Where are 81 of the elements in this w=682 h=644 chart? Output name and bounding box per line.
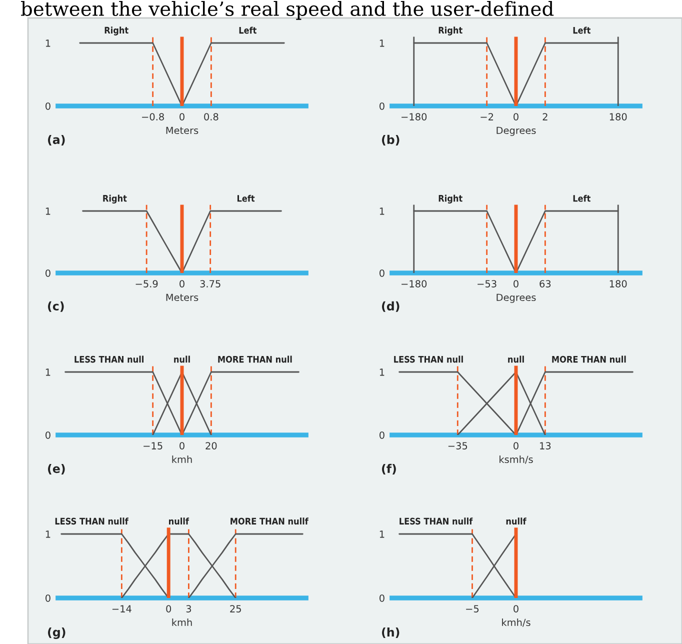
text: (e) (48, 464, 65, 474)
x-tick-label: 3.75 (200, 280, 220, 288)
x-tick-label: −53 (478, 280, 496, 288)
series-label: Right (104, 26, 128, 36)
y-tick-label: 0 (380, 269, 384, 277)
x-tick-label: 13 (540, 442, 551, 450)
x-tick-label: 63 (540, 280, 551, 288)
series-label: nullf (169, 518, 190, 525)
x-tick-label: 0 (166, 605, 172, 612)
text: (b) (382, 134, 400, 146)
y-tick-label: 1 (380, 40, 384, 47)
y-tick-label: 1 (380, 368, 384, 376)
y-tick-label: 1 (46, 208, 50, 215)
text: (g) (48, 627, 66, 639)
y-tick-label: 1 (46, 368, 50, 376)
x-axis-title: Meters (166, 126, 198, 134)
series-label: MORE THAN null (218, 356, 292, 363)
x-tick-label: 0 (180, 442, 184, 450)
x-tick-label: 0 (514, 442, 518, 450)
x-tick-label: 25 (230, 605, 241, 612)
x-tick-label: −35 (448, 442, 468, 450)
series-label: Left (573, 26, 591, 34)
series-label: MORE THAN null (552, 356, 626, 363)
text: between the vehicle’s real speed and the user-defined (21, 1, 554, 20)
y-tick-label: 0 (380, 102, 384, 110)
series-label: Left (573, 194, 591, 202)
x-tick-label: −5 (466, 605, 479, 612)
y-tick-label: 1 (46, 40, 50, 47)
x-tick-label: 0 (514, 280, 518, 288)
x-tick-label: −2 (480, 113, 494, 120)
series-label: Right (438, 26, 462, 36)
x-tick-label: 180 (610, 280, 627, 288)
text: (f) (382, 464, 396, 474)
series-label: null (174, 356, 190, 363)
y-tick-label: 1 (46, 530, 50, 538)
series-label: Right (103, 194, 127, 204)
text: (c) (48, 301, 64, 312)
y-tick-label: 1 (380, 208, 384, 215)
series-label: Left (239, 26, 257, 34)
x-axis-title: kmh/s (502, 618, 530, 627)
x-axis-title: Degrees (496, 294, 536, 303)
x-tick-label: 0 (180, 280, 184, 288)
x-tick-label: −180 (402, 113, 427, 120)
x-axis-title: ksmh/s (500, 456, 533, 464)
series-label: MORE THAN nullf (230, 518, 308, 525)
series-label: nullf (506, 518, 526, 525)
x-tick-label: −15 (144, 442, 162, 450)
series-label: LESS THAN nullf (55, 518, 128, 525)
x-axis-title: Degrees (496, 126, 536, 136)
y-tick-label: 0 (46, 594, 50, 602)
series-label: Right (438, 194, 462, 204)
y-tick-label: 0 (46, 269, 50, 277)
series-label: null (508, 356, 524, 363)
x-tick-label: 180 (610, 113, 627, 120)
series-label: Left (237, 194, 255, 202)
y-tick-label: 1 (380, 530, 384, 538)
y-tick-label: 0 (46, 431, 50, 439)
x-tick-label: 0.8 (204, 113, 218, 120)
text: (h) (382, 627, 400, 638)
x-axis-title: kmh (172, 618, 192, 626)
series-label: LESS THAN null (74, 356, 144, 363)
y-tick-label: 0 (46, 102, 50, 110)
x-tick-label: −14 (112, 605, 132, 612)
x-tick-label: 0 (514, 605, 518, 612)
x-tick-label: −0.8 (142, 113, 164, 120)
x-tick-label: 20 (206, 442, 217, 450)
x-tick-label: 2 (542, 113, 548, 120)
x-axis-title: Meters (166, 294, 198, 302)
series-label: LESS THAN nullf (400, 518, 473, 525)
text: (a) (48, 134, 65, 146)
y-tick-label: 0 (380, 594, 384, 602)
x-tick-label: 3 (186, 605, 192, 612)
x-tick-label: 0 (514, 113, 518, 120)
x-tick-label: −180 (402, 280, 427, 288)
x-axis-title: kmh (172, 456, 192, 463)
x-tick-label: 0 (180, 113, 184, 120)
text: (d) (382, 301, 400, 312)
series-label: LESS THAN null (394, 356, 463, 363)
x-tick-label: −5.9 (136, 280, 158, 288)
line-series (398, 533, 517, 598)
y-tick-label: 0 (380, 431, 384, 439)
